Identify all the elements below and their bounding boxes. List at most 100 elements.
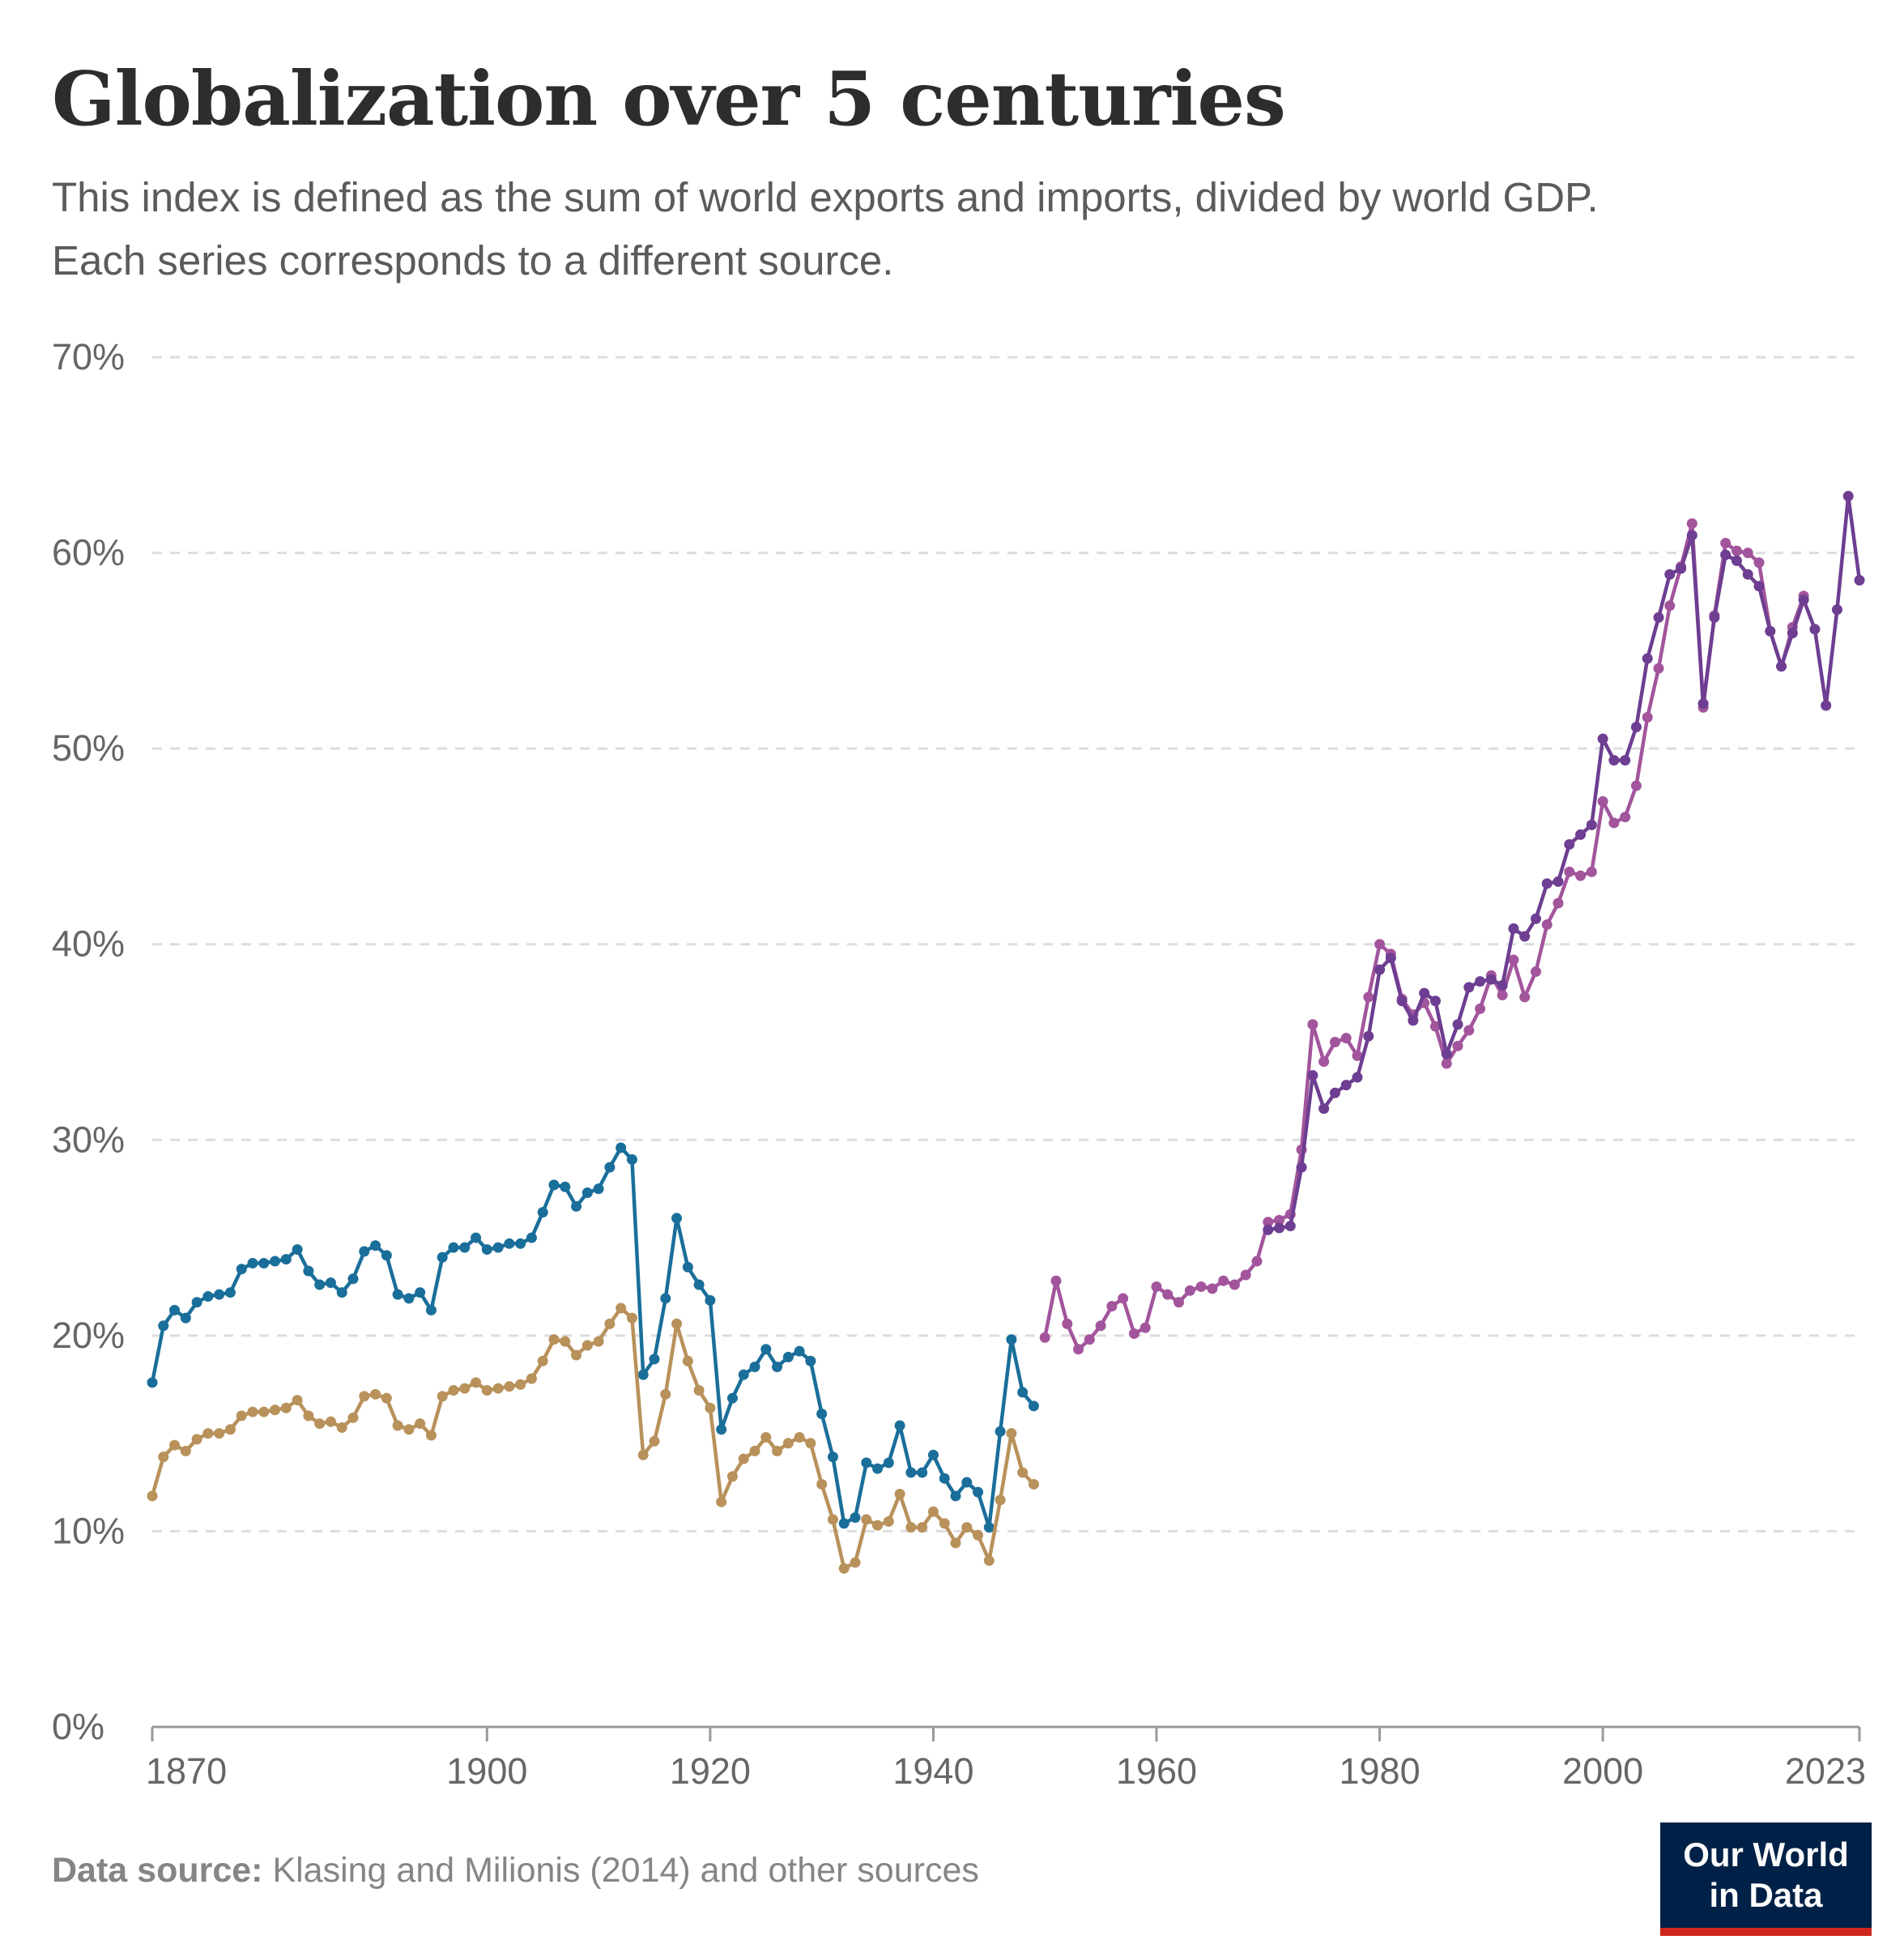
data-point[interactable] [1340, 1080, 1352, 1091]
data-point[interactable] [537, 1355, 548, 1366]
data-point[interactable] [1798, 595, 1809, 606]
data-point[interactable] [1307, 1019, 1318, 1030]
data-point[interactable] [917, 1467, 928, 1478]
data-point[interactable] [1575, 870, 1587, 881]
data-point[interactable] [437, 1251, 448, 1263]
data-point[interactable] [950, 1490, 961, 1502]
data-point[interactable] [504, 1238, 515, 1249]
data-point[interactable] [169, 1304, 181, 1315]
data-point[interactable] [749, 1362, 760, 1373]
data-point[interactable] [1620, 755, 1631, 766]
data-point[interactable] [1463, 1025, 1475, 1036]
data-point[interactable] [637, 1369, 649, 1380]
data-point[interactable] [191, 1434, 202, 1445]
data-point[interactable] [481, 1244, 492, 1256]
data-point[interactable] [850, 1512, 861, 1524]
data-point[interactable] [303, 1265, 314, 1277]
data-point[interactable] [927, 1506, 939, 1517]
data-point[interactable] [247, 1257, 258, 1268]
data-point[interactable] [515, 1238, 526, 1249]
data-point[interactable] [1630, 722, 1642, 733]
data-point[interactable] [415, 1287, 426, 1298]
data-point[interactable] [693, 1384, 705, 1396]
data-point[interactable] [1787, 628, 1798, 639]
data-point[interactable] [526, 1232, 537, 1243]
data-point[interactable] [1519, 991, 1531, 1003]
data-point[interactable] [649, 1435, 660, 1447]
data-point[interactable] [961, 1522, 973, 1533]
data-point[interactable] [726, 1471, 738, 1482]
data-point[interactable] [381, 1392, 392, 1404]
data-point[interactable] [827, 1514, 838, 1525]
data-point[interactable] [1553, 876, 1564, 887]
data-point[interactable] [1809, 624, 1821, 635]
data-point[interactable] [872, 1463, 884, 1474]
data-point[interactable] [1017, 1387, 1029, 1398]
data-point[interactable] [147, 1377, 158, 1388]
data-point[interactable] [180, 1312, 191, 1324]
data-point[interactable] [1039, 1332, 1050, 1343]
data-point[interactable] [381, 1250, 392, 1261]
data-point[interactable] [1586, 866, 1597, 877]
data-point[interactable] [202, 1428, 214, 1439]
data-point[interactable] [336, 1422, 347, 1433]
data-point[interactable] [973, 1486, 984, 1498]
data-point[interactable] [1597, 733, 1608, 744]
data-point[interactable] [816, 1408, 828, 1419]
data-point[interactable] [794, 1431, 805, 1443]
data-point[interactable] [1139, 1322, 1151, 1333]
data-point[interactable] [1452, 1040, 1463, 1051]
data-point[interactable] [983, 1522, 995, 1533]
data-point[interactable] [894, 1489, 905, 1500]
data-point[interactable] [158, 1320, 169, 1332]
data-point[interactable] [492, 1242, 504, 1253]
data-point[interactable] [615, 1302, 627, 1314]
data-point[interactable] [927, 1449, 939, 1460]
data-point[interactable] [726, 1392, 738, 1404]
data-point[interactable] [1385, 953, 1396, 964]
data-point[interactable] [1419, 987, 1430, 999]
data-point[interactable] [1553, 897, 1564, 909]
data-point[interactable] [1742, 548, 1753, 559]
data-point[interactable] [1073, 1344, 1084, 1355]
data-point[interactable] [861, 1457, 872, 1469]
data-point[interactable] [682, 1261, 693, 1273]
data-point[interactable] [1363, 1030, 1374, 1042]
data-point[interactable] [325, 1277, 336, 1289]
data-point[interactable] [571, 1349, 582, 1361]
data-point[interactable] [1497, 979, 1508, 991]
data-point[interactable] [1229, 1279, 1240, 1290]
data-point[interactable] [526, 1373, 537, 1384]
data-point[interactable] [1118, 1293, 1129, 1304]
data-point[interactable] [716, 1424, 727, 1435]
data-point[interactable] [270, 1256, 281, 1267]
data-point[interactable] [1452, 1019, 1463, 1030]
data-point[interactable] [1263, 1224, 1274, 1235]
data-point[interactable] [314, 1418, 326, 1430]
data-point[interactable] [202, 1291, 214, 1302]
data-point[interactable] [1263, 1217, 1274, 1228]
data-point[interactable] [548, 1179, 560, 1191]
data-point[interactable] [1530, 913, 1541, 924]
data-point[interactable] [1676, 563, 1687, 574]
data-point[interactable] [1575, 829, 1587, 840]
data-point[interactable] [1396, 995, 1408, 1007]
data-point[interactable] [224, 1424, 236, 1435]
data-point[interactable] [280, 1254, 292, 1265]
data-point[interactable] [1753, 581, 1765, 592]
data-point[interactable] [1564, 866, 1575, 877]
data-point[interactable] [403, 1424, 415, 1435]
data-point[interactable] [1429, 995, 1441, 1007]
data-point[interactable] [1062, 1318, 1073, 1329]
data-point[interactable] [905, 1522, 917, 1533]
data-point[interactable] [236, 1264, 247, 1275]
data-point[interactable] [1608, 817, 1620, 829]
data-point[interactable] [760, 1344, 772, 1355]
data-point[interactable] [1006, 1428, 1017, 1439]
data-point[interactable] [604, 1162, 615, 1173]
data-point[interactable] [1128, 1328, 1139, 1339]
data-point[interactable] [1720, 549, 1731, 561]
data-point[interactable] [392, 1420, 403, 1431]
data-point[interactable] [1731, 555, 1742, 566]
data-point[interactable] [995, 1426, 1006, 1437]
